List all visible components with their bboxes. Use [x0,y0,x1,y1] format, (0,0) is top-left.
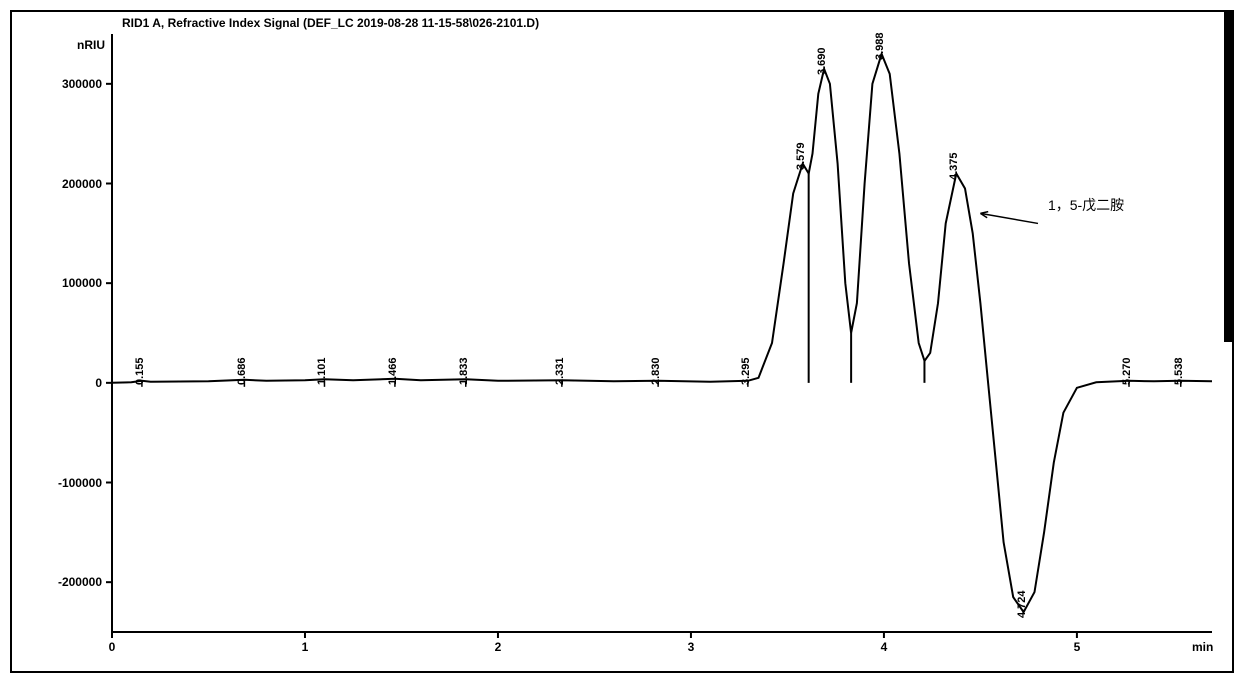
peak-rt-label: 1.466 [387,357,399,385]
x-tick-label: 3 [688,640,695,654]
peak-rt-label: 3.579 [795,142,807,170]
y-tick-label: -200000 [58,575,102,589]
y-tick-label: 200000 [62,177,102,191]
peak-rt-label: 5.270 [1121,357,1133,385]
plot-svg [12,12,1232,671]
y-tick-label: 300000 [62,77,102,91]
y-tick-label: -100000 [58,476,102,490]
peak-rt-label: 1.101 [316,357,328,385]
peak-rt-label: 4.375 [948,152,960,180]
peak-rt-label: 1.833 [458,357,470,385]
peak-rt-label: 0.686 [236,357,248,385]
peak-rt-label: 0.155 [134,357,146,385]
chromatogram-chart: RID1 A, Refractive Index Signal (DEF_LC … [10,10,1234,673]
x-tick-label: 4 [881,640,888,654]
peak-rt-label: 3.690 [816,47,828,75]
y-tick-label: 100000 [62,276,102,290]
x-tick-label: 1 [302,640,309,654]
y-tick-label: 0 [95,376,102,390]
x-tick-label: 5 [1074,640,1081,654]
peak-rt-label: 4.724 [1016,591,1028,619]
peak-annotation: 1，5-戊二胺 [1048,195,1124,215]
peak-rt-label: 5.538 [1173,357,1185,385]
y-axis-unit: nRIU [77,38,105,52]
x-tick-label: 0 [109,640,116,654]
x-tick-label: 2 [495,640,502,654]
peak-rt-label: 2.331 [554,357,566,385]
peak-rt-label: 3.295 [740,357,752,385]
x-axis-unit: min [1192,640,1213,654]
peak-rt-label: 2.830 [650,357,662,385]
peak-rt-label: 3.988 [874,32,886,60]
